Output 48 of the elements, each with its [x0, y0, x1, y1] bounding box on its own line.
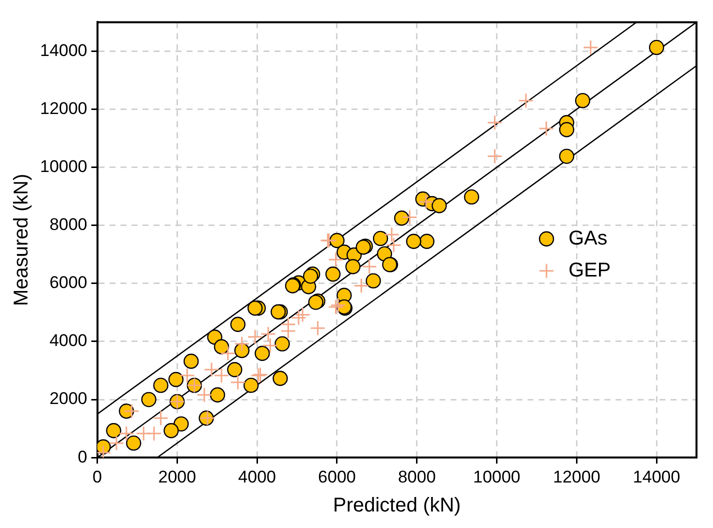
x-tick-label: 2000	[158, 467, 196, 486]
point	[234, 336, 250, 352]
point	[384, 226, 400, 242]
point	[260, 326, 276, 342]
x-tick-label: 10000	[473, 467, 520, 486]
legend-label: GAs	[568, 227, 608, 250]
point	[362, 258, 378, 274]
x-tick-label: 12000	[553, 467, 600, 486]
x-tick-label: 14000	[632, 467, 680, 486]
y-axis-title: Measured (kN)	[10, 174, 33, 306]
point	[328, 252, 344, 268]
point	[487, 148, 503, 164]
point	[136, 426, 152, 442]
point	[402, 210, 418, 226]
point	[124, 403, 140, 419]
x-tick-label: 0	[92, 467, 102, 486]
point	[108, 435, 124, 451]
y-tick-label: 2000	[49, 389, 88, 408]
point	[418, 194, 434, 210]
point	[582, 40, 598, 56]
y-tick-label: 10000	[40, 157, 88, 176]
y-tick-label: 14000	[40, 40, 88, 60]
point	[538, 120, 554, 136]
point	[290, 310, 306, 326]
x-tick-label: 4000	[238, 467, 276, 486]
y-tick-label: 12000	[40, 98, 88, 118]
x-tick-label: 6000	[318, 467, 356, 486]
y-tick-label: 6000	[49, 273, 88, 292]
legend-label: GEP	[568, 259, 611, 282]
x-axis-title: Predicted (kN)	[332, 494, 461, 517]
y-tick-label: 8000	[49, 215, 88, 234]
point	[294, 307, 310, 323]
point	[518, 92, 534, 108]
point	[487, 114, 503, 130]
point	[97, 444, 112, 458]
point	[196, 387, 212, 403]
point	[247, 329, 263, 345]
point	[153, 410, 169, 426]
point	[310, 320, 326, 336]
x-tick-label: 8000	[398, 467, 436, 486]
point	[262, 338, 278, 354]
point	[118, 426, 134, 442]
y-tick-label: 0	[78, 447, 88, 466]
point	[386, 237, 402, 253]
y-tick-label: 4000	[49, 331, 88, 350]
point	[230, 374, 246, 390]
point	[354, 278, 370, 294]
point	[220, 346, 236, 362]
